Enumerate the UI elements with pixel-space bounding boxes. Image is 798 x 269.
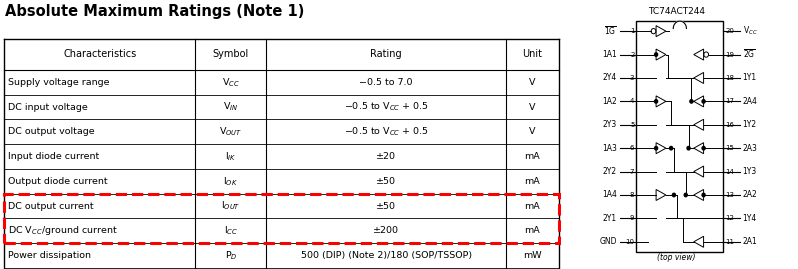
Text: −0.5 to V$_{CC}$ + 0.5: −0.5 to V$_{CC}$ + 0.5 [344,126,429,138]
Text: Input diode current: Input diode current [9,152,100,161]
Bar [636,21,723,252]
Bar [4,194,559,243]
Text: 8: 8 [630,192,634,198]
Text: 1Y1: 1Y1 [743,73,757,83]
Text: I$_{IK}$: I$_{IK}$ [225,150,237,163]
Text: P$_{D}$: P$_{D}$ [224,249,237,262]
Text: V$_{CC}$: V$_{CC}$ [222,76,239,89]
Text: 1A3: 1A3 [602,144,617,153]
Text: 2Y4: 2Y4 [602,73,617,83]
Text: mW: mW [523,251,542,260]
Text: 1A1: 1A1 [602,50,617,59]
Text: 6: 6 [630,145,634,151]
Circle shape [684,193,687,197]
Text: 12: 12 [725,215,734,221]
Text: 2A2: 2A2 [743,190,757,200]
Text: 19: 19 [725,52,734,58]
Text: mA: mA [524,226,540,235]
Text: I$_{CC}$: I$_{CC}$ [223,225,238,237]
Text: Rating: Rating [370,49,402,59]
Text: 2: 2 [630,52,634,58]
Text: 10: 10 [626,239,634,245]
Text: V: V [529,127,535,136]
Text: 1A4: 1A4 [602,190,617,200]
Circle shape [673,193,675,197]
Text: $\overline{\rm 2G}$: $\overline{\rm 2G}$ [743,48,756,61]
Text: 1Y3: 1Y3 [743,167,757,176]
Text: 11: 11 [725,239,734,245]
Polygon shape [674,21,686,29]
Text: 2A3: 2A3 [743,144,757,153]
Circle shape [702,146,705,150]
Text: V$_{CC}$: V$_{CC}$ [743,25,757,37]
Text: 17: 17 [725,98,734,104]
Text: DC output current: DC output current [9,201,94,211]
Text: 1A2: 1A2 [602,97,617,106]
Text: 20: 20 [725,28,734,34]
Circle shape [687,146,690,150]
Text: $\overline{\rm 1G}$: $\overline{\rm 1G}$ [604,25,617,37]
Text: DC V$_{CC}$/ground current: DC V$_{CC}$/ground current [9,224,118,237]
Text: 2Y1: 2Y1 [602,214,617,223]
Text: 16: 16 [725,122,734,128]
Text: 2A1: 2A1 [743,237,757,246]
Text: DC output voltage: DC output voltage [9,127,95,136]
Circle shape [670,146,673,150]
Text: 2Y2: 2Y2 [602,167,617,176]
Text: ±20: ±20 [376,152,396,161]
Text: (top view): (top view) [657,253,696,261]
Text: Supply voltage range: Supply voltage range [9,78,110,87]
Text: Power dissipation: Power dissipation [9,251,92,260]
Text: 5: 5 [630,122,634,128]
Circle shape [654,146,658,150]
Text: Absolute Maximum Ratings (Note 1): Absolute Maximum Ratings (Note 1) [5,4,305,19]
Circle shape [702,193,705,197]
Text: I$_{OK}$: I$_{OK}$ [223,175,239,187]
Text: Symbol: Symbol [213,49,249,59]
Text: 2A4: 2A4 [743,97,757,106]
Text: Output diode current: Output diode current [9,177,108,186]
Text: GND: GND [599,237,617,246]
Text: 13: 13 [725,192,734,198]
Text: 18: 18 [725,75,734,81]
Text: V: V [529,102,535,112]
Text: 14: 14 [725,169,734,175]
Text: 4: 4 [630,98,634,104]
Text: mA: mA [524,152,540,161]
Text: 7: 7 [630,169,634,175]
Text: 2Y3: 2Y3 [602,120,617,129]
Text: I$_{OUT}$: I$_{OUT}$ [221,200,240,212]
Text: DC input voltage: DC input voltage [9,102,88,112]
Text: −0.5 to 7.0: −0.5 to 7.0 [359,78,413,87]
Text: ±200: ±200 [373,226,399,235]
Text: Unit: Unit [522,49,543,59]
Circle shape [689,100,693,103]
Text: 1: 1 [630,28,634,34]
Text: 1Y4: 1Y4 [743,214,757,223]
Text: V: V [529,78,535,87]
Text: mA: mA [524,201,540,211]
Circle shape [702,100,705,103]
Text: 9: 9 [630,215,634,221]
Text: ±50: ±50 [376,201,396,211]
Circle shape [654,53,658,56]
Text: TC74ACT244: TC74ACT244 [648,7,705,16]
Circle shape [654,100,658,103]
Text: 500 (DIP) (Note 2)/180 (SOP/TSSOP): 500 (DIP) (Note 2)/180 (SOP/TSSOP) [301,251,472,260]
Text: V$_{OUT}$: V$_{OUT}$ [219,126,243,138]
Text: 15: 15 [725,145,734,151]
Text: ±50: ±50 [376,177,396,186]
Text: 3: 3 [630,75,634,81]
Text: −0.5 to V$_{CC}$ + 0.5: −0.5 to V$_{CC}$ + 0.5 [344,101,429,113]
Text: mA: mA [524,177,540,186]
Text: V$_{IN}$: V$_{IN}$ [223,101,239,113]
Text: Characteristics: Characteristics [63,49,136,59]
Text: 1Y2: 1Y2 [743,120,757,129]
